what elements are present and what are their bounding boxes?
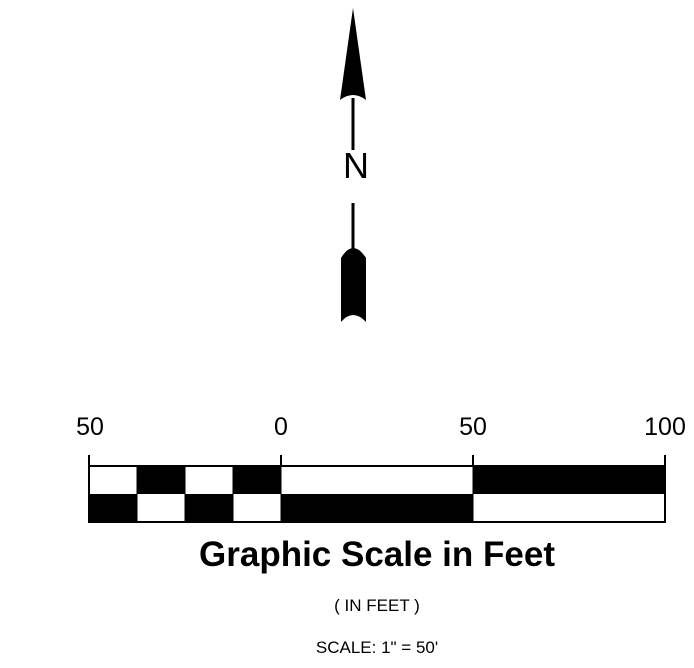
scale-segment — [89, 494, 137, 522]
scale-segment — [473, 466, 665, 494]
scale-segment — [281, 494, 473, 522]
graphic-scale-bar — [88, 455, 666, 523]
scale-tick-label: 50 — [76, 413, 104, 441]
scale-title: Graphic Scale in Feet — [199, 535, 555, 574]
north-arrow-tail — [341, 248, 366, 322]
scale-segment — [233, 466, 281, 494]
north-letter: N — [343, 145, 369, 186]
scale-tick-label: 50 — [459, 413, 487, 441]
scale-ratio-label: SCALE: 1" = 50' — [315, 638, 439, 657]
scale-tick-label: 0 — [274, 413, 288, 441]
scale-segment — [185, 494, 233, 522]
north-arrowhead — [340, 8, 366, 100]
scale-segment — [137, 466, 185, 494]
scale-units-label: ( IN FEET ) — [334, 596, 420, 615]
north-arrow-icon — [340, 8, 366, 322]
scale-tick-label: 100 — [644, 413, 686, 441]
